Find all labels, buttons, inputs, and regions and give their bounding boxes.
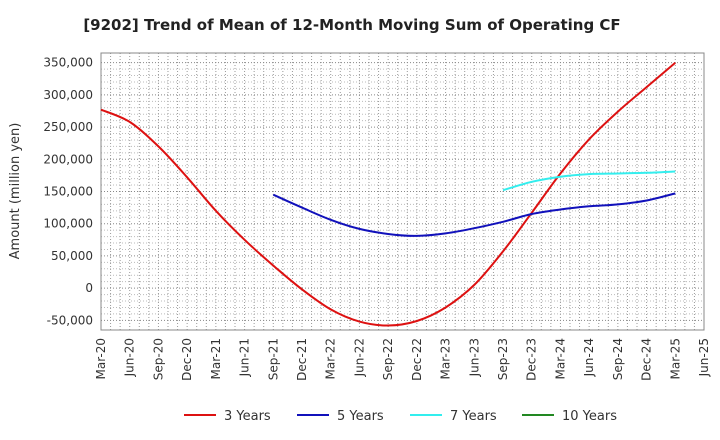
x-tick-labels: Mar-20 Jun-20 Sep-20 Dec-20 Mar-21 Jun-21 Sep-… [94,338,711,381]
y-tick-label: 200,000 [43,152,93,166]
x-tick-label: Jun-22 [352,338,366,377]
x-tick-label: Jun-25 [697,338,711,377]
x-tick-label: Mar-25 [668,338,682,379]
y-tick-labels: 350,000 300,000 250,000 200,000 150,000 100,0… [43,56,93,328]
x-tick-label: Mar-22 [324,338,338,379]
x-tick-label: Sep-22 [381,338,395,380]
y-tick-label: 350,000 [43,56,93,70]
x-tick-label: Jun-21 [238,338,252,377]
x-tick-label: Sep-21 [266,338,280,380]
series-line-7-years [502,170,676,192]
x-tick-label: Dec-23 [525,338,539,381]
y-tick-label: 0 [85,281,93,295]
legend-label-3-years: 3 Years [224,409,271,424]
x-tick-label: Mar-20 [94,338,108,379]
x-tick-label: Sep-24 [611,338,625,380]
series-line-3-years [100,61,676,327]
legend: 3 Years 5 Years 7 Years 10 Years [184,409,617,424]
series-lines [100,61,676,327]
y-tick-label: -50,000 [47,313,93,327]
x-tick-label: Mar-23 [439,338,453,379]
x-tick-label: Sep-23 [496,338,510,380]
y-tick-label: 150,000 [43,185,93,199]
y-tick-label: 300,000 [43,88,93,102]
plot-area-border [100,52,705,331]
y-tick-label: 100,000 [43,217,93,231]
x-tick-label: Dec-24 [640,338,654,381]
x-tick-label: Jun-24 [582,338,596,377]
x-tick-label: Dec-22 [410,338,424,381]
legend-label-5-years: 5 Years [337,409,384,424]
x-tick-label: Sep-20 [151,338,165,380]
y-tick-label: 250,000 [43,120,93,134]
x-tick-label: Mar-21 [209,338,223,379]
grid [101,53,704,330]
x-tick-label: Dec-20 [180,338,194,381]
x-tick-label: Jun-23 [467,338,481,377]
y-axis-label: Amount (million yen) [8,123,23,260]
y-tick-label: 50,000 [51,249,93,263]
chart-title: [9202] Trend of Mean of 12-Month Moving … [83,16,620,34]
x-tick-label: Mar-24 [553,338,567,379]
legend-label-10-years: 10 Years [562,409,617,424]
series-line-5-years [272,192,676,237]
legend-label-7-years: 7 Years [450,409,497,424]
x-tick-label: Jun-20 [123,338,137,377]
x-tick-label: Dec-21 [295,338,309,381]
